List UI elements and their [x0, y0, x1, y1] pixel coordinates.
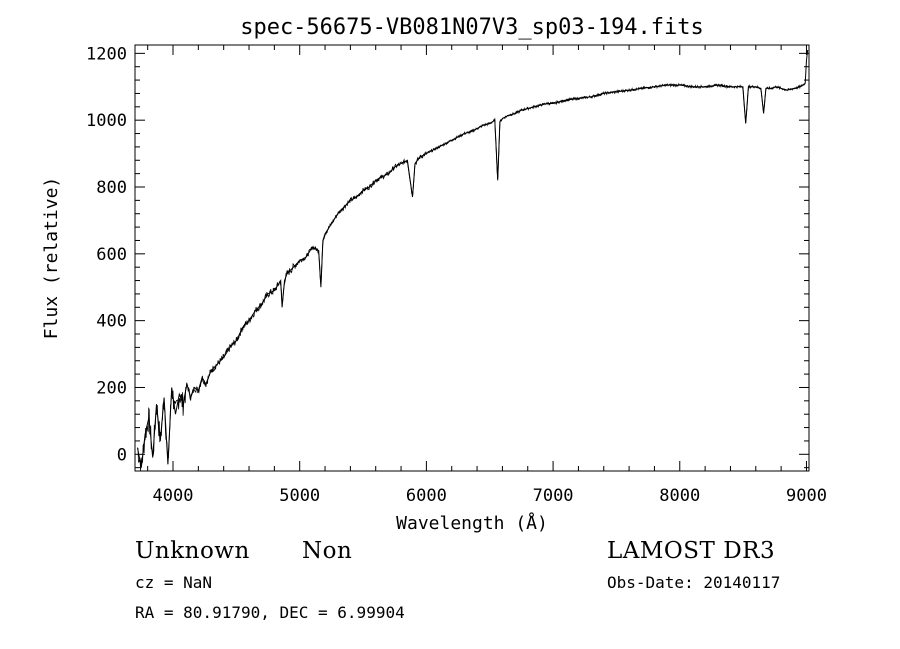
x-tick-labels: 4000 5000 6000 7000 8000 9000 [153, 486, 827, 506]
y-tick-label: 1200 [86, 44, 127, 64]
spectrum-line [137, 49, 809, 468]
y-tick-label: 0 [117, 445, 127, 465]
redshift-cz: cz = NaN [135, 573, 213, 592]
obs-date: Obs-Date: 20140117 [607, 573, 781, 592]
x-tick-label: 9000 [786, 486, 827, 506]
spectrum-noise [137, 82, 806, 472]
y-tick-label: 800 [96, 178, 127, 198]
object-class: Unknown [135, 538, 250, 564]
y-tick-label: 1000 [86, 111, 127, 131]
y-tick-label: 400 [96, 312, 127, 332]
x-tick-label: 8000 [659, 486, 700, 506]
survey-name: LAMOST DR3 [607, 538, 776, 564]
axis-ticks [135, 45, 809, 471]
object-subclass: Non [302, 538, 353, 564]
y-tick-label: 200 [96, 378, 127, 398]
plot-frame [134, 44, 810, 472]
x-tick-label: 4000 [153, 486, 194, 506]
x-axis-label: Wavelength (Å) [396, 512, 548, 534]
ra-dec-coords: RA = 80.91790, DEC = 6.99904 [135, 603, 405, 622]
y-tick-labels: 0 200 400 600 800 1000 1200 [86, 44, 127, 465]
x-tick-label: 7000 [533, 486, 574, 506]
y-tick-label: 600 [96, 245, 127, 265]
chart-title: spec-56675-VB081N07V3_sp03-194.fits [240, 15, 704, 40]
x-tick-label: 5000 [279, 486, 320, 506]
x-tick-label: 6000 [406, 486, 447, 506]
y-axis-label: Flux (relative) [41, 177, 62, 340]
